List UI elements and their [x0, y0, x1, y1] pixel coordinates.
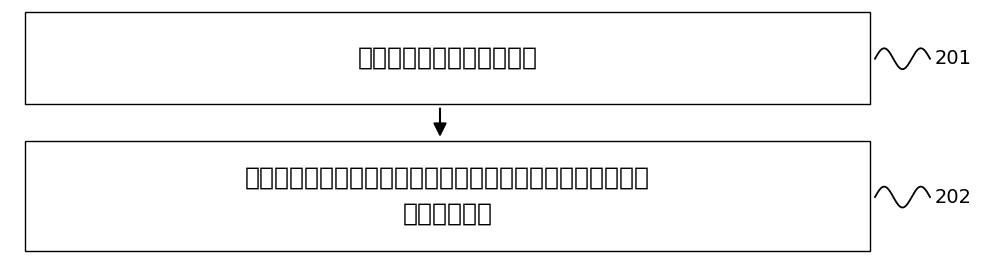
Bar — [25, 141, 870, 251]
Text: 202: 202 — [935, 188, 972, 206]
Text: 201: 201 — [935, 49, 972, 68]
Bar — [25, 12, 870, 104]
Text: 在氮化硅层表面淀积绝缘层: 在氮化硅层表面淀积绝缘层 — [358, 46, 538, 70]
Text: 在设定温度下对绝缘层进行回流处理，设定温度小于漏源软击
穿的阈值温度: 在设定温度下对绝缘层进行回流处理，设定温度小于漏源软击 穿的阈值温度 — [245, 166, 650, 226]
